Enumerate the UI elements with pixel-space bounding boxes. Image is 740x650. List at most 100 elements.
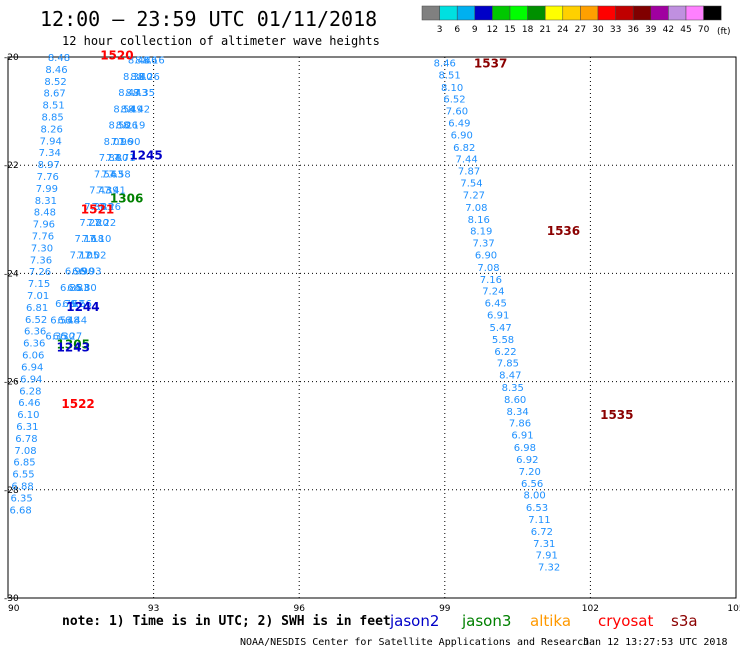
latitude-tick: -24	[4, 269, 19, 279]
legend-swatch	[615, 5, 634, 21]
legend-swatch	[527, 5, 546, 21]
pass-label: 1521	[81, 202, 114, 216]
swh-value: 6.85	[13, 458, 35, 469]
latitude-tick: -20	[4, 53, 19, 63]
swh-value: 6.56	[521, 479, 543, 490]
legend-swatch	[421, 5, 440, 21]
longitude-tick: 93	[148, 604, 159, 614]
swh-value: 7.76	[37, 172, 59, 183]
swh-value: 6.35	[10, 493, 32, 504]
swh-value: 6.45	[485, 299, 507, 310]
swh-value: 6.22	[494, 347, 516, 358]
swh-value: 8.48	[34, 208, 56, 219]
pass-label: 1243	[57, 340, 90, 354]
swh-value: 8.47	[499, 371, 521, 382]
swh-value: 7.76	[32, 232, 54, 243]
swh-value: 7.91	[536, 551, 558, 562]
latitude-tick: -28	[4, 486, 19, 496]
swh-value: 7.54	[460, 179, 482, 190]
track-1521: 8.16 8.26 8.35 8.42 8.19 7.90 7.71 7.58 7.41 7.26…	[60, 56, 165, 343]
swh-value: 8.46	[135, 56, 157, 67]
pass-label: 1305	[57, 338, 90, 352]
swh-value: 7.80	[106, 153, 128, 164]
swh-value: 7.20	[519, 467, 541, 478]
longitude-tick: 102	[582, 604, 599, 614]
swh-value: 7.96	[33, 220, 55, 231]
swh-value: 6.44	[65, 315, 87, 326]
swh-value: 7.99	[36, 184, 58, 195]
swh-value: 7.43	[89, 186, 111, 197]
pass-label: 1536	[547, 224, 580, 238]
swh-value: 8.49	[121, 104, 143, 115]
legend-value: 30	[592, 25, 604, 35]
swh-value: 6.83	[67, 283, 89, 294]
swh-value: 7.08	[465, 203, 487, 214]
swh-value: 6.06	[22, 351, 44, 362]
swh-value: 8.52	[44, 77, 66, 88]
swh-value: 8.26	[41, 124, 63, 135]
swh-value: 8.51	[439, 70, 461, 81]
swh-value: 7.90	[118, 137, 140, 148]
legend-swatch	[668, 5, 687, 21]
swh-value: 7.86	[509, 419, 531, 430]
swh-value: 7.01	[27, 291, 49, 302]
swh-value: 7.33	[92, 202, 114, 213]
swh-value: 6.88	[11, 481, 33, 492]
legend-swatch	[632, 5, 652, 21]
swh-value: 6.98	[514, 443, 536, 454]
swh-value: 7.12	[70, 250, 92, 261]
satellite-s3a: s3a	[671, 612, 698, 630]
pass-label: 1306	[110, 192, 143, 206]
legend-value: 45	[680, 25, 691, 35]
swh-value: 8.26	[116, 121, 138, 132]
swh-value: 7.31	[533, 539, 555, 550]
swh-value: 6.53	[526, 503, 548, 514]
legend-value: 27	[575, 25, 586, 35]
swh-value: 6.94	[21, 362, 43, 373]
swh-value: 8.51	[42, 101, 64, 112]
swh-value: 6.46	[18, 398, 40, 409]
swh-value: 6.28	[19, 386, 41, 397]
swh-value: 6.52	[25, 315, 47, 326]
swh-value: 6.10	[17, 410, 39, 421]
swh-value: 7.41	[104, 186, 126, 197]
swh-value: 8.26	[138, 72, 160, 83]
legend-value: 12	[487, 25, 498, 35]
swh-value: 8.42	[128, 104, 150, 115]
swh-value: 8.47	[118, 88, 140, 99]
swh-value: 8.19	[123, 121, 145, 132]
track-1522: 8.488.468.528.678.518.858.267.947.348.97…	[9, 53, 70, 516]
swh-value: 8.35	[133, 88, 155, 99]
units-note: note: 1) Time is in UTC; 2) SWH is in fe…	[62, 614, 391, 629]
legend-value: 15	[504, 25, 515, 35]
legend-value: 24	[557, 25, 569, 35]
swh-value: 7.71	[113, 153, 135, 164]
swh-value: 6.68	[9, 505, 31, 516]
swh-value: 7.58	[108, 169, 130, 180]
swh-value: 7.30	[84, 202, 106, 213]
legend-swatch	[509, 5, 528, 21]
swh-value: 8.16	[468, 215, 490, 226]
swh-value: 6.62	[62, 299, 84, 310]
legend-swatch	[703, 5, 722, 21]
swh-value: 8.40	[130, 72, 152, 83]
legend-value: 18	[522, 25, 534, 35]
swh-value: 7.44	[456, 155, 478, 166]
pass-label: 1520	[100, 48, 133, 62]
legend-value: 39	[645, 25, 657, 35]
satellite-legend: jason2 jason3 altika cryosat s3a	[389, 612, 698, 630]
swh-value: 6.91	[511, 431, 533, 442]
swh-value: 6.90	[451, 130, 473, 141]
legend-swatch	[544, 5, 564, 21]
swh-value: 7.16	[480, 275, 502, 286]
swh-value: 6.48	[58, 315, 80, 326]
swh-value: 6.94	[20, 374, 42, 385]
swh-value: 8.46	[45, 65, 67, 76]
swh-value: 6.80	[75, 283, 97, 294]
swh-value: 8.34	[506, 407, 528, 418]
legend-swatch	[439, 5, 458, 21]
altimeter-tracks: 8.468.518.106.527.606.496.906.827.447.87…	[9, 53, 560, 574]
swh-value: 8.31	[35, 196, 57, 207]
satellite-jason3: jason3	[461, 612, 511, 630]
swh-value: 7.94	[40, 136, 62, 147]
